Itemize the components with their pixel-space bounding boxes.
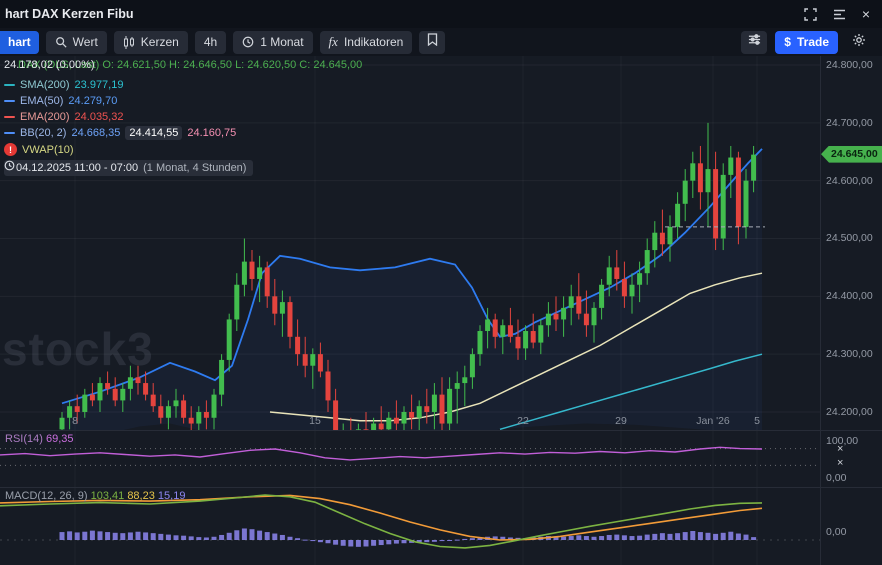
legend-vwap-row[interactable]: ! VWAP(10) [4, 142, 74, 157]
rsi-legend[interactable]: RSI(14) 69,35 [5, 433, 74, 445]
time-meta: (1 Monat, 4 Stunden) [143, 162, 246, 174]
chart-toolbar: hart Wert Kerzen 4h 1 Monat [0, 28, 882, 57]
sliders-icon [748, 33, 761, 51]
bb-middle-value: 24.414,55 [125, 126, 182, 140]
macd-signal-value: 88,23 [127, 490, 155, 502]
window-title: hart DAX Kerzen Fibu [0, 7, 134, 21]
symbol-search-button[interactable]: Wert [46, 31, 107, 54]
chart-button[interactable]: hart [0, 31, 39, 54]
search-icon [55, 36, 67, 48]
window-controls: × [804, 7, 882, 21]
symbol-search-label: Wert [73, 35, 98, 49]
price-axis-label: 24.700,00 [826, 117, 873, 129]
price-axis[interactable]: 24.800,00 24.700,00 24.600,00 24.500,00 24.4… [820, 56, 882, 565]
price-axis-label: 24.800,00 [826, 59, 873, 71]
panel-layout-icon[interactable] [833, 8, 846, 21]
gear-icon [852, 33, 866, 52]
range-button[interactable]: 1 Monat [233, 31, 312, 54]
bb-upper-value: 24.668,35 [71, 127, 120, 139]
indicators-button[interactable]: fx Indikatoren [320, 31, 413, 54]
svg-text:22: 22 [517, 415, 529, 427]
price-axis-label: 24.500,00 [826, 232, 873, 244]
svg-text:15: 15 [309, 415, 321, 427]
price-overlay: 24.178,02 (0.00%) [4, 59, 95, 71]
sma200-swatch [4, 84, 15, 86]
pane-separator[interactable] [0, 487, 882, 488]
macd-hist-value: 15,19 [158, 490, 186, 502]
macd-pane[interactable]: MACD(12, 26, 9) 103,41 88,23 15,19 [0, 488, 820, 565]
sma200-label: SMA(200) [20, 79, 70, 91]
bb-label: BB(20, 2) [20, 127, 66, 139]
rsi-label: RSI(14) [5, 433, 43, 445]
settings-gear-button[interactable] [846, 31, 872, 54]
sma200-value: 23.977,19 [75, 79, 124, 91]
indicators-label: Indikatoren [344, 35, 403, 49]
vwap-label: VWAP(10) [22, 144, 74, 156]
clock-icon [242, 36, 254, 48]
price-axis-label: 24.300,00 [826, 348, 873, 360]
bookmark-icon [427, 33, 438, 51]
macd-axis-zero: 0,00 [826, 526, 846, 538]
main-chart-pane[interactable]: stock3 8152229Jan '265 DAX (DLS, Last) O… [0, 56, 820, 430]
legend-time-row: 04.12.2025 11:00 - 07:00 (1 Monat, 4 Stu… [4, 160, 253, 175]
trade-label: Trade [797, 35, 829, 49]
trade-button[interactable]: $ Trade [775, 31, 838, 54]
macd-value: 103,41 [91, 490, 125, 502]
pane-separator[interactable] [0, 430, 882, 431]
symbol-legend-row[interactable]: DAX (DLS, Last) O: 24.621,50 H: 24.646,5… [4, 59, 424, 74]
ema200-value: 24.035,32 [75, 111, 124, 123]
time-range: 04.12.2025 11:00 - 07:00 [16, 162, 138, 174]
ema50-swatch [4, 100, 15, 102]
close-pane-icon[interactable]: × [837, 444, 843, 455]
stock3-chart-window: hart DAX Kerzen Fibu × hart Wert [0, 0, 882, 565]
fx-icon: fx [329, 34, 338, 50]
legend-ema200-row[interactable]: EMA(200) 24.035,32 [4, 109, 123, 124]
legend-ema50-row[interactable]: EMA(50) 24.279,70 [4, 93, 117, 108]
ema50-value: 24.279,70 [68, 95, 117, 107]
close-pane-icon[interactable]: × [837, 458, 843, 469]
legend-sma200-row[interactable]: SMA(200) 23.977,19 [4, 77, 123, 92]
rsi-pane[interactable]: RSI(14) 69,35 [0, 431, 820, 487]
rsi-axis-bottom: 0,00 [826, 472, 846, 484]
svg-text:29: 29 [615, 415, 627, 427]
ema200-swatch [4, 116, 15, 118]
ema200-label: EMA(200) [20, 111, 70, 123]
chart-type-label: Kerzen [141, 35, 179, 49]
window-titlebar: hart DAX Kerzen Fibu × [0, 0, 882, 29]
chart-type-button[interactable]: Kerzen [114, 31, 188, 54]
toolbar-right-group: $ Trade [741, 31, 882, 54]
rsi-value: 69,35 [46, 433, 74, 445]
price-axis-label: 24.600,00 [826, 175, 873, 187]
bookmark-button[interactable] [419, 31, 445, 54]
candles-icon [123, 36, 135, 49]
warning-icon: ! [4, 143, 17, 156]
price-axis-label: 24.400,00 [826, 290, 873, 302]
macd-legend[interactable]: MACD(12, 26, 9) 103,41 88,23 15,19 [5, 490, 185, 502]
macd-label: MACD(12, 26, 9) [5, 490, 88, 502]
range-label: 1 Monat [260, 35, 303, 49]
svg-text:5: 5 [754, 415, 760, 427]
bb-lower-value: 24.160,75 [187, 127, 236, 139]
fullscreen-icon[interactable] [804, 8, 817, 21]
legend-bb-row[interactable]: BB(20, 2) 24.668,35 24.414,55 24.160,75 [4, 125, 236, 140]
chart-settings-button[interactable] [741, 31, 767, 54]
svg-text:Jan '26: Jan '26 [696, 415, 730, 427]
rsi-plot[interactable] [0, 431, 820, 487]
close-icon[interactable]: × [862, 7, 870, 21]
price-axis-label: 24.200,00 [826, 406, 873, 418]
svg-text:8: 8 [72, 415, 78, 427]
bb-swatch [4, 132, 15, 134]
last-price-badge: 24.645,00 [821, 146, 882, 163]
interval-button[interactable]: 4h [195, 31, 226, 54]
dollar-icon: $ [784, 35, 791, 49]
ema50-label: EMA(50) [20, 95, 63, 107]
